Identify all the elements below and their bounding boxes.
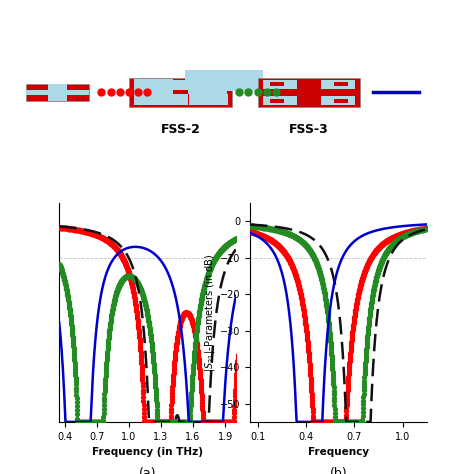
Bar [297,80,321,105]
Bar [189,94,228,105]
Bar [263,80,356,105]
Bar [134,91,227,94]
Bar [258,78,360,107]
Bar [270,99,284,103]
Bar [219,79,263,91]
Bar [173,80,188,105]
Bar [26,90,89,95]
X-axis label: Frequency (in THz): Frequency (in THz) [92,447,203,457]
Bar [189,79,228,90]
Bar [184,70,228,82]
Bar [219,70,263,82]
Text: (b): (b) [329,466,347,474]
Bar [263,80,292,88]
Text: (a): (a) [139,466,156,474]
Bar [334,99,348,103]
Text: FSS-2: FSS-2 [161,124,201,137]
Bar [270,82,284,86]
Bar [173,91,188,94]
Bar [48,84,67,101]
Bar [263,97,292,105]
Bar [134,79,173,90]
Bar [263,89,356,96]
Bar [334,82,348,86]
Bar [26,84,89,101]
X-axis label: Frequency: Frequency [308,447,369,457]
Y-axis label: $|S_{21}|$-Parameters (in dB): $|S_{21}|$-Parameters (in dB) [203,254,217,372]
Bar [129,78,232,107]
Bar [184,79,228,91]
Bar [327,97,356,105]
Bar [134,94,173,105]
Bar [327,80,356,88]
Text: FSS-3: FSS-3 [289,124,329,137]
